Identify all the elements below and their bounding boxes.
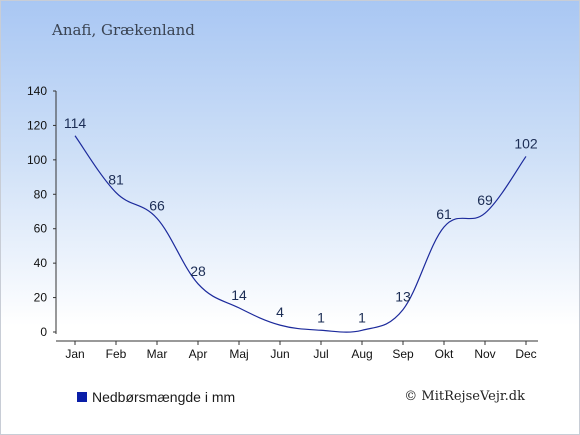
y-tick-label: 60 — [34, 222, 48, 236]
data-label: 13 — [395, 289, 411, 305]
x-tick-label: Sep — [392, 347, 414, 361]
x-tick-label: Aug — [351, 347, 372, 361]
data-label: 1 — [317, 309, 325, 325]
x-tick-label: Jan — [65, 347, 84, 361]
legend-label: Nedbørsmængde i mm — [92, 389, 236, 405]
y-tick-label: 0 — [40, 325, 47, 339]
y-tick-label: 40 — [34, 256, 48, 270]
y-tick-label: 140 — [27, 84, 47, 98]
x-tick-label: Apr — [189, 347, 208, 361]
x-tick-label: Okt — [435, 347, 454, 361]
legend: Nedbørsmængde i mm — [77, 389, 235, 405]
data-label: 1 — [358, 309, 366, 325]
credit-text: © MitRejseVejr.dk — [404, 389, 525, 404]
x-tick-label: Maj — [229, 347, 248, 361]
y-tick-label: 100 — [27, 153, 47, 167]
data-label: 102 — [514, 135, 538, 151]
data-label: 66 — [149, 197, 165, 213]
x-tick-label: Dec — [515, 347, 536, 361]
data-label: 81 — [108, 172, 124, 188]
data-label: 61 — [436, 206, 452, 222]
x-tick-label: Jul — [313, 347, 328, 361]
data-label: 114 — [64, 115, 87, 131]
data-label: 14 — [231, 287, 247, 303]
series-line — [74, 135, 527, 333]
x-tick-label: Mar — [147, 347, 168, 361]
x-tick-label: Nov — [474, 347, 495, 361]
y-tick-label: 120 — [27, 118, 47, 132]
data-label: 4 — [276, 304, 284, 320]
data-label: 28 — [190, 263, 206, 279]
legend-swatch — [77, 392, 87, 402]
y-tick-label: 20 — [34, 291, 48, 305]
data-label: 69 — [477, 192, 493, 208]
chart-subtitle: Anafi, Grækenland — [52, 21, 195, 39]
x-tick-label: Feb — [106, 347, 127, 361]
x-tick-label: Jun — [270, 347, 289, 361]
y-tick-label: 80 — [34, 187, 48, 201]
